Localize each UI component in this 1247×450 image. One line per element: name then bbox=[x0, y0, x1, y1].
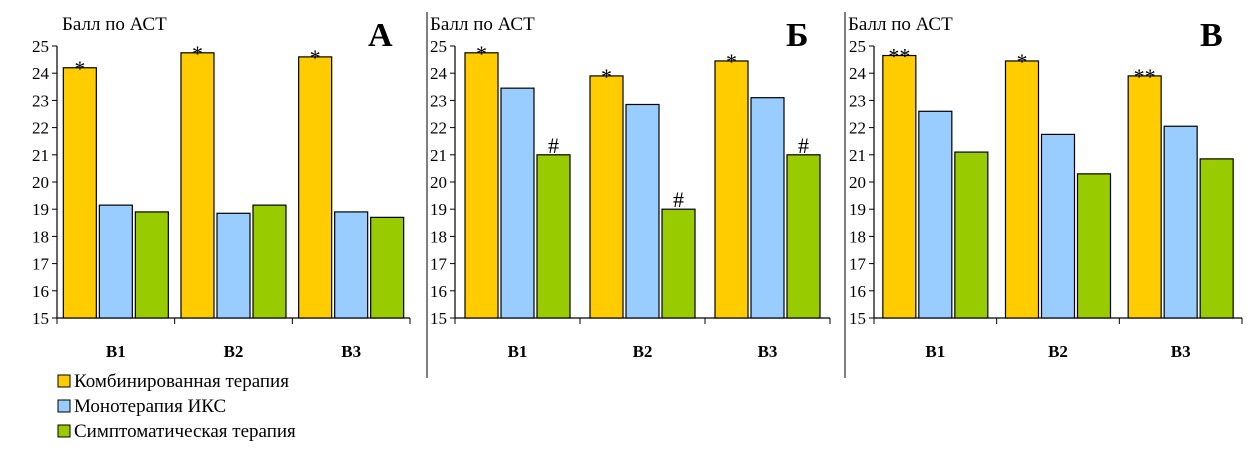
panel-letter: Б bbox=[786, 17, 808, 54]
legend-label: Монотерапия ИКС bbox=[74, 396, 226, 417]
y-tick-label: 20 bbox=[430, 173, 447, 192]
y-tick-label: 22 bbox=[849, 119, 866, 138]
y-tick-label: 19 bbox=[430, 200, 447, 219]
significance-asterisk: * bbox=[601, 64, 612, 89]
y-tick-label: 17 bbox=[32, 255, 50, 274]
panel-letter: В bbox=[1200, 17, 1223, 54]
x-category-label: B2 bbox=[224, 342, 244, 361]
y-tick-label: 17 bbox=[430, 255, 448, 274]
x-category-label: B3 bbox=[341, 342, 361, 361]
bar-b2-series-2 bbox=[1040, 133, 1076, 319]
y-tick-label: 15 bbox=[849, 309, 866, 328]
legend-swatch bbox=[57, 424, 71, 438]
significance-asterisk: * bbox=[726, 49, 737, 74]
bar-b1-series-1 bbox=[464, 52, 499, 319]
x-category-label: B1 bbox=[106, 342, 126, 361]
legend: Комбинированная терапия Монотерапия ИКС Си… bbox=[57, 371, 296, 442]
bar-b2-series-2 bbox=[625, 103, 660, 319]
y-tick-label: 24 bbox=[32, 64, 50, 83]
y-tick-label: 22 bbox=[430, 119, 447, 138]
y-tick-label: 16 bbox=[32, 282, 49, 301]
x-category-label: B3 bbox=[758, 342, 778, 361]
significance-asterisk: ** bbox=[888, 44, 910, 69]
bar-b2-series-1 bbox=[1004, 60, 1040, 319]
y-tick-label: 16 bbox=[849, 282, 866, 301]
y-tick-label: 24 bbox=[430, 64, 448, 83]
y-tick-label: 21 bbox=[430, 146, 447, 165]
bar-b1-series-2 bbox=[918, 110, 953, 319]
y-tick-label: 23 bbox=[430, 91, 447, 110]
y-axis-title: Балл по АСТ bbox=[62, 14, 167, 35]
legend-label: Комбинированная терапия bbox=[74, 371, 289, 392]
bar-b1-series-2 bbox=[98, 204, 133, 319]
bar-b3-series-3 bbox=[370, 216, 405, 319]
significance-asterisk: * bbox=[476, 41, 487, 66]
bar-b3-series-2 bbox=[334, 211, 369, 319]
bar-b3-series-1 bbox=[714, 60, 749, 319]
y-tick-label: 22 bbox=[32, 119, 49, 138]
y-tick-label: 18 bbox=[849, 227, 866, 246]
significance-asterisk: * bbox=[192, 41, 203, 66]
y-tick-label: 17 bbox=[849, 255, 867, 274]
legend-label: Симптоматическая терапия bbox=[74, 421, 296, 442]
y-tick-label: 23 bbox=[32, 91, 49, 110]
y-tick-label: 20 bbox=[32, 173, 49, 192]
bar-b1-series-3 bbox=[536, 154, 571, 319]
significance-hash: # bbox=[798, 133, 809, 158]
bar-b3-series-2 bbox=[750, 97, 785, 319]
y-tick-label: 25 bbox=[849, 37, 866, 56]
bar-b2-series-3 bbox=[1076, 173, 1112, 319]
y-tick-label: 25 bbox=[32, 37, 49, 56]
bar-b2-series-1 bbox=[180, 52, 215, 319]
significance-hash: # bbox=[548, 133, 559, 158]
bar-b3-series-3 bbox=[786, 154, 821, 319]
significance-asterisk: ** bbox=[1134, 64, 1156, 89]
y-tick-label: 15 bbox=[430, 309, 447, 328]
y-tick-label: 23 bbox=[849, 91, 866, 110]
y-axis-title: Балл по АСТ bbox=[430, 14, 535, 35]
bar-b2-series-3 bbox=[661, 208, 696, 319]
x-category-label: B1 bbox=[925, 342, 945, 361]
x-category-label: B1 bbox=[508, 342, 528, 361]
significance-asterisk: * bbox=[74, 56, 85, 81]
bar-b2-series-3 bbox=[252, 204, 287, 319]
bar-b1-series-1 bbox=[882, 54, 917, 319]
y-tick-label: 19 bbox=[849, 200, 866, 219]
y-tick-label: 18 bbox=[430, 227, 447, 246]
panel-letter: А bbox=[368, 17, 393, 54]
legend-swatch bbox=[57, 399, 71, 413]
y-tick-label: 20 bbox=[849, 173, 866, 192]
significance-asterisk: * bbox=[310, 45, 321, 70]
legend-swatch bbox=[57, 374, 71, 388]
y-tick-label: 18 bbox=[32, 227, 49, 246]
x-category-label: B3 bbox=[1171, 342, 1191, 361]
chart-panel-2: Балл по АСТ Б 15 16 17 18 19 20 21 22 23 24 25 B1 B2 B3… bbox=[426, 12, 831, 378]
y-tick-label: 24 bbox=[849, 64, 867, 83]
bar-b1-series-3 bbox=[134, 211, 169, 319]
x-category-label: B2 bbox=[633, 342, 653, 361]
bar-b2-series-1 bbox=[589, 75, 624, 319]
chart-panel-1: Балл по АСТ А 15 16 17 18 19 20 21 22 23 24 25 B1 B2 B3… bbox=[32, 14, 411, 361]
significance-hash: # bbox=[673, 187, 684, 212]
bar-b3-series-3 bbox=[1199, 158, 1234, 319]
chart-panel-3: Балл по АСТ В 15 16 17 18 19 20 21 22 23 24 25 B1 B2 B3… bbox=[844, 12, 1243, 378]
y-tick-label: 19 bbox=[32, 200, 49, 219]
bar-b2-series-2 bbox=[216, 212, 251, 319]
bar-b3-series-1 bbox=[1127, 75, 1162, 319]
x-category-label: B2 bbox=[1048, 342, 1068, 361]
bar-b1-series-3 bbox=[954, 151, 989, 319]
y-tick-label: 15 bbox=[32, 309, 49, 328]
bar-b1-series-1 bbox=[62, 67, 97, 319]
bar-b1-series-2 bbox=[500, 87, 535, 319]
bar-b3-series-2 bbox=[1163, 125, 1198, 319]
y-tick-label: 16 bbox=[430, 282, 447, 301]
bar-b3-series-1 bbox=[298, 56, 333, 319]
y-tick-label: 25 bbox=[430, 37, 447, 56]
y-tick-label: 21 bbox=[32, 146, 49, 165]
significance-asterisk: * bbox=[1017, 49, 1028, 74]
y-axis-title: Балл по АСТ bbox=[848, 14, 953, 35]
y-tick-label: 21 bbox=[849, 146, 866, 165]
